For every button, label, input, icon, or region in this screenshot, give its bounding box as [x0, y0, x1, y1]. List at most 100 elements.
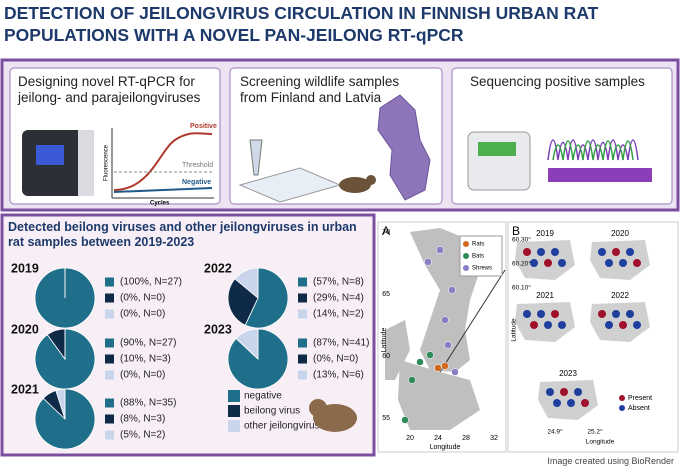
site-dot — [523, 248, 531, 256]
value-label: (14%, N=2) — [313, 309, 364, 320]
axis-label: Fluorescence — [104, 144, 110, 181]
panel-letter: A — [382, 224, 390, 238]
site-dot — [544, 321, 552, 329]
label-swatch — [298, 338, 307, 348]
land — [385, 320, 410, 380]
site-dot — [612, 310, 620, 318]
x-tick-label: 32 — [490, 435, 498, 442]
label-swatch — [105, 398, 114, 408]
label-swatch — [105, 370, 114, 380]
site-dot — [537, 310, 545, 318]
pie-slice — [55, 388, 66, 420]
sequence-bar — [548, 168, 652, 182]
x-tick-label: 28 — [462, 435, 470, 442]
panel-letter: B — [512, 224, 520, 238]
legend-swatch — [228, 405, 240, 417]
title: DETECTION OF JEILONGVIRUS CIRCULATION IN… — [4, 3, 599, 45]
mini-map-year: 2019 — [536, 229, 554, 238]
results-title: Detected beilong viruses and other jeilo… — [8, 220, 357, 249]
site-dot — [537, 248, 545, 256]
step-label: Sequencing positive samples — [470, 74, 645, 89]
value-label: (100%, N=27) — [120, 277, 182, 288]
mini-map-year: 2022 — [611, 291, 629, 300]
rat-icon — [366, 175, 376, 185]
map-legend-label: Bats — [472, 254, 484, 260]
curve-label: Positive — [190, 123, 217, 130]
year-label: 2021 — [11, 382, 39, 396]
site-dot — [598, 248, 606, 256]
site-dot — [530, 321, 538, 329]
site-dot — [598, 310, 606, 318]
label-swatch — [298, 293, 307, 303]
value-label: (0%, N=0) — [120, 293, 165, 304]
axis-label: Cycles — [150, 201, 170, 207]
site-dot — [451, 368, 459, 376]
axis-label: Latitude — [511, 318, 518, 342]
y-tick-label: 55 — [382, 415, 390, 422]
site-dot — [605, 259, 613, 267]
value-label: (87%, N=41) — [313, 338, 369, 349]
site-dot — [530, 259, 538, 267]
legend-dot — [619, 395, 625, 401]
label-swatch — [105, 277, 114, 287]
map-legend-label: Shrews — [472, 266, 492, 272]
legend-dot — [463, 265, 469, 271]
site-dot — [633, 259, 641, 267]
site-dot — [567, 399, 575, 407]
curve-label: Negative — [182, 179, 211, 186]
site-dot — [560, 388, 568, 396]
value-label: (88%, N=35) — [120, 398, 176, 409]
sequencer-lid — [478, 142, 516, 156]
axis-label: Longitude — [586, 439, 615, 446]
pie-slice — [227, 278, 259, 326]
value-label: (8%, N=3) — [120, 414, 165, 425]
value-label: (10%, N=3) — [120, 354, 171, 365]
pie-slice — [244, 267, 289, 329]
positive-curve — [113, 132, 213, 191]
site-dot — [523, 310, 531, 318]
curve-label: Threshold — [182, 162, 213, 169]
value-label: (90%, N=27) — [120, 338, 176, 349]
land — [398, 360, 480, 430]
site-dot — [441, 362, 449, 370]
site-dot — [436, 246, 444, 254]
site-dot — [574, 388, 582, 396]
site-dot — [416, 358, 424, 366]
legend-label: Absent — [628, 405, 650, 412]
legend-label: negative — [244, 391, 282, 402]
legend-dot — [463, 253, 469, 259]
axis-label: Latitude — [381, 327, 388, 352]
y-tick-label: 60 — [382, 353, 390, 360]
label-swatch — [105, 309, 114, 319]
value-label: (13%, N=6) — [313, 370, 364, 381]
site-dot — [626, 248, 634, 256]
legend-dot — [619, 405, 625, 411]
mini-map-year: 2021 — [536, 291, 554, 300]
y-tick-label: 65 — [382, 291, 390, 298]
legend-swatch — [228, 390, 240, 402]
site-dot — [426, 351, 434, 359]
year-label: 2023 — [204, 322, 232, 336]
label-swatch — [298, 309, 307, 319]
pie-slice — [34, 388, 96, 450]
site-dot — [558, 259, 566, 267]
mini-map-year: 2023 — [559, 369, 577, 378]
legend-label: beilong virus — [244, 406, 300, 417]
qpcr-side — [78, 130, 94, 196]
year-label: 2019 — [11, 261, 39, 275]
rat-illustration — [309, 399, 327, 417]
site-dot — [553, 399, 561, 407]
label-swatch — [105, 293, 114, 303]
y-tick-label: 60.20° — [512, 260, 531, 268]
chromatogram — [552, 140, 634, 161]
site-dot — [626, 310, 634, 318]
y-tick-label: 60.10° — [512, 284, 531, 292]
site-dot — [619, 259, 627, 267]
step-label: Screening wildlife samples from Finland … — [240, 74, 400, 105]
qpcr-screen — [36, 145, 64, 165]
pie-slice — [235, 328, 259, 360]
map-legend-label: Rats — [472, 242, 484, 248]
sequencer — [467, 131, 531, 191]
